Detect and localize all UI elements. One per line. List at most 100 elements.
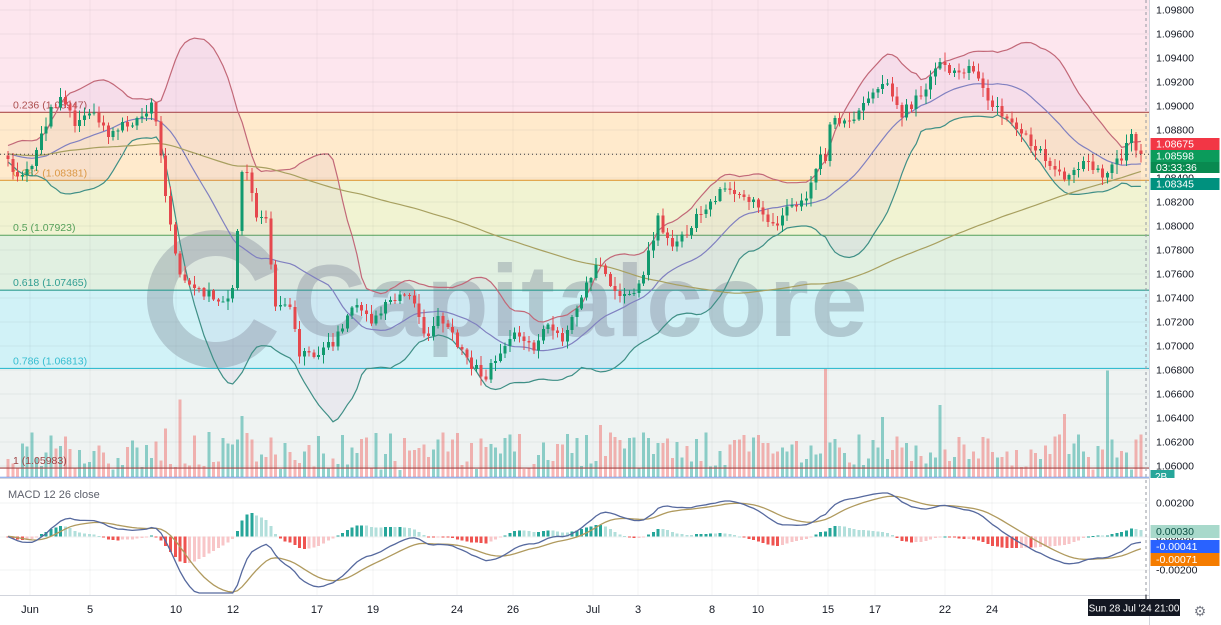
candle-body xyxy=(78,119,82,126)
candle-body xyxy=(527,341,531,343)
volume-bar xyxy=(345,464,349,477)
time-axis[interactable]: Jun 5 10 12 17 19 24 26 Jul 3 8 10 15 17 22 24 xyxy=(21,595,1147,616)
volume-bar xyxy=(1101,449,1105,477)
fib-label: 0.618 (1.07465) xyxy=(13,277,87,289)
candle-body xyxy=(317,355,321,358)
time-axis-hit[interactable] xyxy=(0,595,1149,625)
candle-body xyxy=(451,327,455,333)
macd-signal-line xyxy=(7,495,1142,593)
volume-bar xyxy=(503,438,507,477)
macd-histogram-bar xyxy=(876,531,880,537)
macd-histogram-bar xyxy=(991,536,995,546)
volume-bar xyxy=(355,452,359,477)
macd-histogram-bar xyxy=(637,536,641,538)
candle-body xyxy=(828,124,832,161)
macd-histogram-bar xyxy=(675,533,679,537)
macd-histogram-bar xyxy=(379,527,383,537)
volume-bar xyxy=(1139,434,1143,477)
volume-bar xyxy=(565,433,569,477)
volume-bar xyxy=(833,439,837,477)
macd-histogram-bar xyxy=(713,533,717,537)
macd-badge xyxy=(1150,553,1220,566)
macd-histogram-bar xyxy=(728,533,732,537)
macd-histogram-bar xyxy=(699,534,703,537)
time-tick-label: 22 xyxy=(939,604,951,616)
candle-body xyxy=(1072,170,1076,176)
gear-icon[interactable]: ⚙ xyxy=(1194,603,1207,619)
macd-pane[interactable] xyxy=(0,479,1149,595)
volume-bar xyxy=(1086,456,1090,477)
candle-body xyxy=(799,200,803,207)
volume-bar xyxy=(446,451,450,477)
candle-body xyxy=(417,303,421,317)
macd-histogram-bar xyxy=(862,530,866,537)
macd-histogram-bar xyxy=(393,527,397,537)
macd-histogram-bar xyxy=(962,536,966,540)
macd-histogram-bar xyxy=(995,536,999,547)
macd-histogram-bar xyxy=(259,517,263,537)
candle-body xyxy=(546,324,550,330)
macd-histogram-bar xyxy=(331,536,335,539)
macd-histogram-bar xyxy=(302,536,306,549)
macd-histogram-bar xyxy=(159,536,163,541)
price-tick-label: 1.08200 xyxy=(1156,197,1194,209)
candle-body xyxy=(87,113,91,116)
price-axis-hit[interactable] xyxy=(1149,0,1221,595)
candle-body xyxy=(245,171,249,173)
price-tick-label: 1.08000 xyxy=(1156,221,1194,233)
time-tick-label: Jul xyxy=(586,604,600,616)
volume-bar xyxy=(293,460,297,477)
macd-histogram-bar xyxy=(537,532,541,537)
fib-label: 0.5 (1.07923) xyxy=(13,222,75,234)
volume-bar xyxy=(666,438,670,477)
macd-histogram-bar xyxy=(1048,536,1052,547)
time-tick-label: 8 xyxy=(709,604,715,616)
candle-body xyxy=(192,284,196,289)
volume-bar xyxy=(307,445,311,477)
candle-body xyxy=(403,294,407,296)
price-axis[interactable]: 1.09800 1.09600 1.09400 1.09200 1.09000 1.088… xyxy=(1150,0,1221,625)
macd-histogram-bar xyxy=(1125,530,1129,537)
macd-line xyxy=(7,492,1141,594)
volume-bar xyxy=(876,447,880,477)
price-tick-label: 1.09800 xyxy=(1156,5,1194,17)
volume-layer xyxy=(6,369,1143,477)
candle-body xyxy=(814,169,818,183)
candle-body xyxy=(341,328,345,332)
candle-body xyxy=(6,155,10,160)
macd-histogram-bar xyxy=(403,527,407,537)
volume-bar xyxy=(39,465,43,477)
volume-bar xyxy=(575,437,579,477)
volume-bar xyxy=(1019,467,1023,477)
volume-bar xyxy=(431,449,435,477)
volume-bar xyxy=(73,468,77,477)
volume-bar xyxy=(933,457,937,477)
volume-bar xyxy=(776,451,780,477)
candle-body xyxy=(121,122,125,131)
candle-body xyxy=(866,98,870,103)
macd-histogram-bar xyxy=(857,529,861,537)
candle-body xyxy=(537,340,541,351)
volume-bar xyxy=(298,463,302,477)
macd-histogram-bar xyxy=(1029,536,1033,548)
watermark: Capitalcore xyxy=(147,230,868,368)
volume-bar xyxy=(460,464,464,477)
candle-body xyxy=(278,305,282,307)
volume-bar xyxy=(379,469,383,477)
macd-histogram-bar xyxy=(388,526,392,537)
fib-zone xyxy=(0,112,1149,181)
macd-histogram-bar xyxy=(594,525,598,537)
candle-body xyxy=(761,207,765,215)
candle-body xyxy=(288,304,292,308)
candle-body xyxy=(1134,133,1138,151)
macd-histogram-bar xyxy=(1019,536,1023,549)
macd-histogram-bar xyxy=(666,530,670,537)
main-chart-pane[interactable] xyxy=(0,0,1149,478)
volume-bar xyxy=(1058,434,1062,477)
candle-body xyxy=(627,294,631,296)
candle-body xyxy=(976,71,980,79)
macd-histogram-bar xyxy=(202,536,206,557)
macd-histogram-bar xyxy=(63,526,67,537)
volume-bar xyxy=(336,464,340,477)
macd-histogram-bar xyxy=(35,536,39,538)
